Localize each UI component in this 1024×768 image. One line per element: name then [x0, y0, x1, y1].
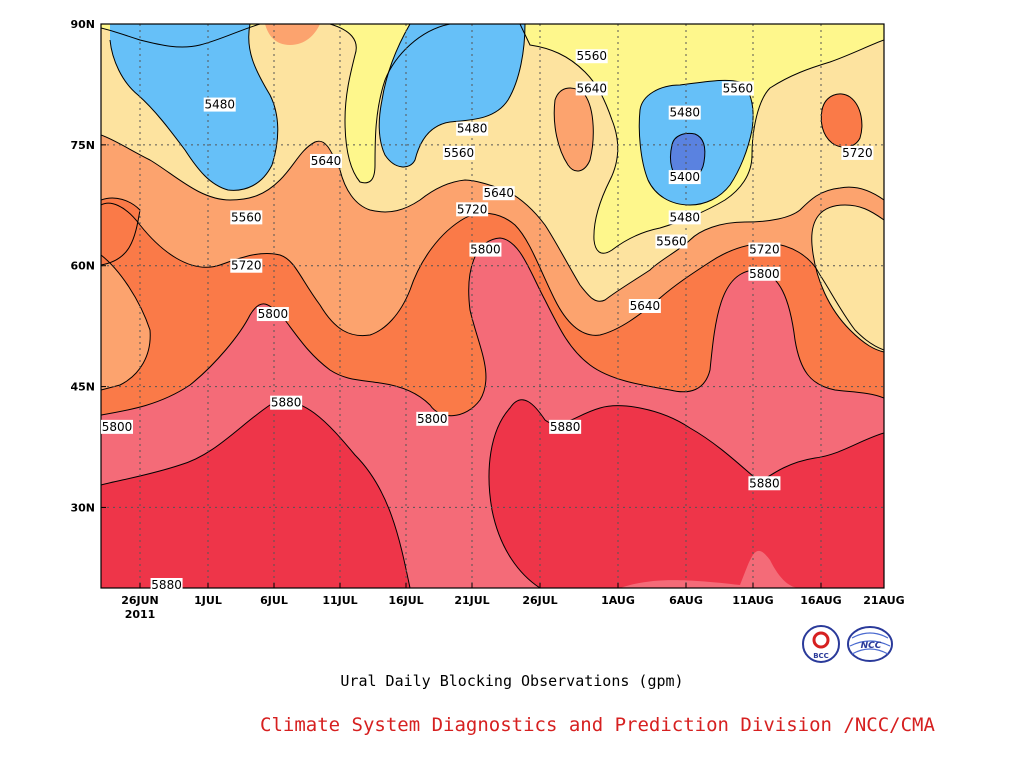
contour-label: 5560 — [656, 235, 687, 249]
contour-label-bg — [256, 307, 289, 322]
contour-label: 5560 — [576, 49, 607, 63]
contour-label: 5720 — [749, 243, 780, 257]
contour-label: 5880 — [749, 476, 780, 490]
contour-label-bg — [230, 210, 263, 225]
contour-label-bg — [310, 153, 342, 168]
contour-label: 5880 — [271, 396, 302, 410]
fill-5720-patch-west — [101, 198, 140, 265]
fill-5400-5480-west — [110, 24, 278, 191]
contour-line-5720 — [101, 202, 884, 351]
contour-label-bg — [270, 395, 303, 410]
contour-label-bg — [549, 419, 582, 434]
contour-labels: 5480 5560 5560 5640 5480 5480 5560 5640 5400 5720… — [101, 49, 874, 592]
x-tick-label: 16JUL — [388, 594, 423, 607]
fill-5640-patch-jul30 — [554, 88, 594, 172]
y-tick-label: 60N — [70, 260, 95, 273]
contour-label: 5800 — [102, 420, 133, 434]
contour-label: 5560 — [444, 146, 475, 160]
contour-label-bg — [203, 97, 236, 112]
contour-label-bg — [575, 81, 608, 96]
x-tick-label: 21AUG — [863, 594, 904, 607]
contour-label: 5720 — [231, 259, 262, 273]
chart-title: Ural Daily Blocking Observations (gpm) — [340, 672, 684, 690]
x-tick-label: 6JUL — [260, 594, 288, 607]
contour-label-bg — [668, 105, 701, 120]
contour-label-bg — [442, 145, 475, 160]
credit-line: Climate System Diagnostics and Predictio… — [260, 714, 935, 736]
y-tick-label: 45N — [70, 381, 95, 394]
bcc-logo-text: BCC — [813, 652, 829, 660]
contour-label-bg — [748, 242, 781, 257]
contour-label-bg — [748, 476, 781, 491]
contour-label-bg — [721, 81, 754, 96]
contour-label-bg — [456, 121, 489, 136]
contour-label-bg — [150, 578, 183, 592]
x-tick-label: 6AUG — [669, 594, 703, 607]
y-tick-label: 30N — [70, 501, 95, 514]
contour-line-5640-west — [101, 254, 151, 391]
contour-label-bg — [482, 186, 515, 201]
x-tick-label: 11AUG — [732, 594, 773, 607]
contour-line-5720-aug19 — [820, 93, 863, 148]
contour-label: 5800 — [470, 243, 501, 257]
contour-label-bg — [668, 210, 701, 225]
contour-label: 5560 — [231, 210, 262, 224]
contour-label: 5800 — [749, 267, 780, 281]
contour-label: 5640 — [311, 154, 342, 168]
contour-line-5480-west — [109, 24, 279, 191]
y-tick-label: 75N — [70, 139, 95, 152]
contour-label-bg — [456, 202, 489, 217]
ncc-logo-text: NCC — [861, 641, 882, 651]
contour-label: 5640 — [576, 81, 607, 95]
contour-label-bg — [230, 258, 263, 273]
contour-label-bg — [416, 411, 449, 426]
fill-5640-patch-west — [101, 255, 151, 390]
contour-label: 5800 — [417, 412, 448, 426]
x-tick-label: 1JUL — [194, 594, 222, 607]
x-tick-label: 1AUG — [601, 594, 635, 607]
contour-label: 5560 — [723, 81, 754, 95]
contour-label: 5480 — [669, 106, 700, 120]
contour-line-5560 — [101, 24, 884, 254]
fill-5640-patch-top — [265, 24, 320, 45]
plot-frame — [100, 23, 885, 589]
contour-label: 5480 — [457, 122, 488, 136]
x-tick-label: 16AUG — [800, 594, 841, 607]
contour-label: 5800 — [258, 307, 289, 321]
contour-label-bg — [628, 299, 661, 313]
x-year-label: 2011 — [125, 608, 156, 621]
x-tick-label: 11JUL — [322, 594, 357, 607]
contour-label: 5640 — [630, 299, 661, 313]
contour-label: 5880 — [151, 578, 182, 592]
bcc-logo: BCC — [802, 625, 840, 663]
x-tick-label: 21JUL — [454, 594, 489, 607]
x-tick-label: 26JUN — [121, 594, 159, 607]
contour-label-bg — [668, 170, 701, 185]
contour-label: 5480 — [204, 98, 235, 112]
contour-line-5480-center — [378, 24, 526, 168]
fill-5720-patch-aug19 — [821, 93, 862, 148]
contour-label: 5720 — [457, 202, 488, 216]
contour-label-bg — [655, 234, 688, 249]
x-tick-label: 26JUL — [522, 594, 557, 607]
axis-ticks: 26JUN 1JUL 6JUL 11JUL 16JUL 21JUL 26JUL 1AUG 6AU… — [70, 18, 904, 621]
contour-line-5480-east — [638, 79, 754, 206]
contour-label-bg — [101, 419, 133, 434]
contour-line-5880-center — [488, 399, 884, 588]
contour-label: 5880 — [550, 420, 581, 434]
grid-lines — [101, 24, 884, 588]
contour-label: 5400 — [669, 170, 700, 184]
contour-label: 5480 — [669, 210, 700, 224]
contour-label-bg — [575, 49, 608, 64]
contour-label-bg — [748, 266, 781, 281]
contour-label: 5720 — [842, 146, 873, 160]
contour-label-bg — [841, 145, 874, 160]
contour-label-bg — [469, 242, 502, 257]
contour-label: 5640 — [483, 186, 514, 200]
y-tick-label: 90N — [70, 18, 95, 31]
fill-5400-5480-center — [379, 24, 525, 167]
ncc-logo: NCC — [847, 626, 893, 662]
contour-line-5560-east — [811, 204, 884, 353]
